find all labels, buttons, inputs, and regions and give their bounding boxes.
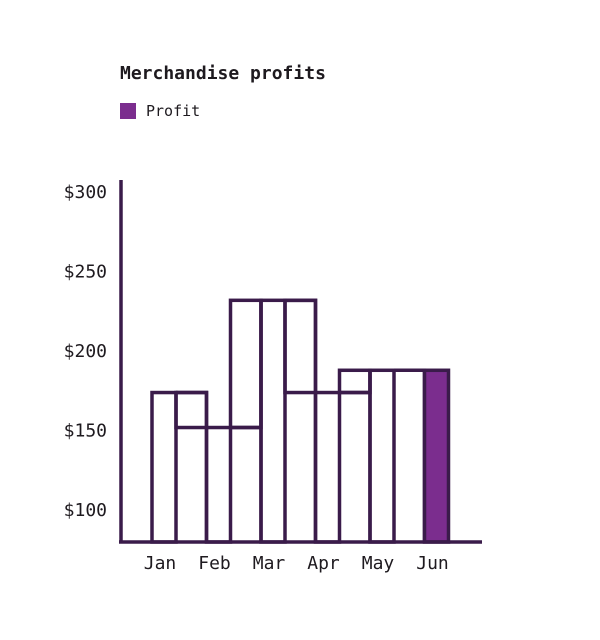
legend-swatch (120, 103, 136, 119)
bar-feb (204, 425, 233, 544)
y-tick-label: $300 (64, 182, 107, 203)
bar-mar (259, 298, 287, 544)
x-tick-label: Feb (198, 553, 231, 574)
y-tick-label: $150 (64, 421, 107, 442)
x-tick-label: Jan (144, 553, 177, 574)
step-box (228, 298, 263, 430)
step-connector (394, 368, 427, 542)
y-tick-label: $100 (64, 500, 107, 521)
step-connector (285, 298, 318, 542)
step-box (174, 390, 209, 430)
bar-jun (422, 368, 451, 544)
x-tick-label: Jun (416, 553, 449, 574)
step-connector (339, 370, 372, 542)
x-tick-label: Mar (253, 553, 286, 574)
x-tick-label: Apr (307, 553, 340, 574)
x-tick-label: May (362, 553, 395, 574)
legend-label: Profit (146, 102, 201, 120)
y-tick-label: $200 (64, 341, 107, 362)
step-connector (176, 390, 209, 542)
step-box (337, 368, 372, 395)
legend: Profit (120, 102, 200, 120)
y-tick-label: $250 (64, 262, 107, 283)
bar-jan (150, 390, 178, 544)
step-connector (230, 300, 263, 542)
step-connectors (176, 298, 427, 542)
bar-may (368, 368, 396, 544)
chart-title: Merchandise profits (120, 63, 326, 84)
bar-apr (313, 390, 342, 544)
step-box (283, 298, 318, 395)
